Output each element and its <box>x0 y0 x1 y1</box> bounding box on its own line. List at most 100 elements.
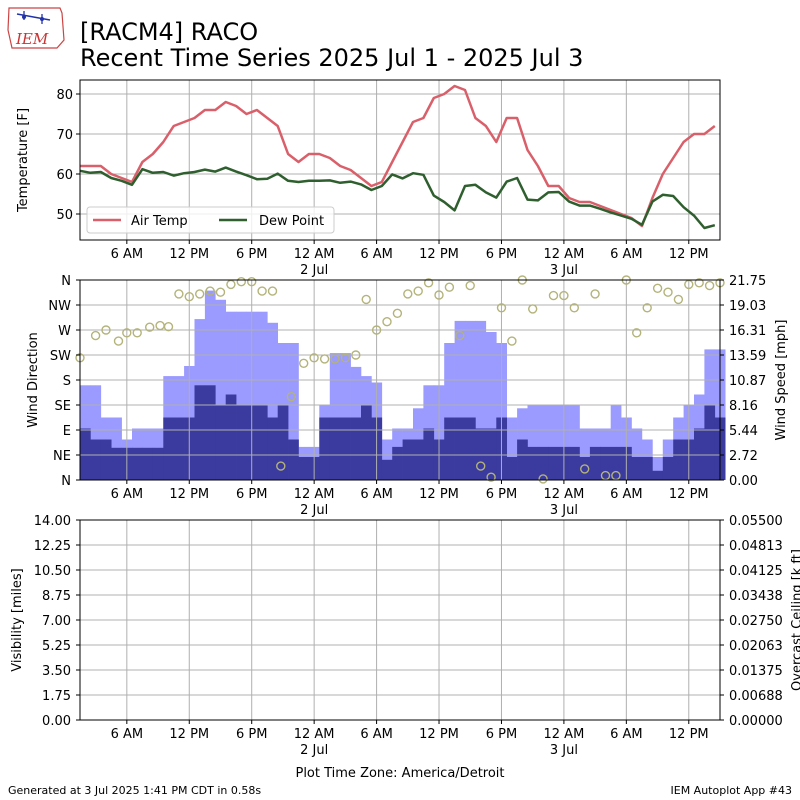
wind-direction-point <box>155 320 165 331</box>
x-tick-label: 12 PM <box>669 487 709 502</box>
x-tick-label: 6 PM <box>236 487 267 502</box>
visibility-tick-label: 8.75 <box>42 589 71 604</box>
speed-tick-label: 19.03 <box>729 299 766 314</box>
wind-direction-point <box>632 328 642 338</box>
chart-title-line1: [RACM4] RACO <box>80 18 258 46</box>
x-tick-label: 6 PM <box>236 247 267 262</box>
wind-direction-point <box>184 292 195 302</box>
ceiling-tick-label: 0.02750 <box>729 614 783 629</box>
x-tick-label: 12 PM <box>169 247 209 262</box>
wind-direction-point <box>101 325 111 335</box>
wind-direction-point <box>361 294 371 305</box>
wind-direction-point <box>434 290 444 300</box>
x-tick-label: 6 PM <box>486 487 517 502</box>
gust-bar <box>454 320 466 480</box>
chart-title-line2: Recent Time Series 2025 Jul 1 - 2025 Jul… <box>80 44 583 72</box>
speed-bar <box>475 428 487 480</box>
speed-tick-label: 16.31 <box>729 324 766 339</box>
gust-bar <box>506 417 518 480</box>
x-tick-label: 6 AM <box>360 247 393 262</box>
speed-bar <box>256 405 268 480</box>
y-tick-label: 50 <box>56 208 73 223</box>
gust-bar <box>527 405 539 480</box>
x-tick-label: 6 PM <box>486 727 517 742</box>
speed-tick-label: 10.87 <box>729 374 766 389</box>
direction-tick-label: S <box>63 374 71 389</box>
wind-direction-point <box>559 290 569 301</box>
speed-bar <box>413 439 424 480</box>
y-tick-label: 60 <box>56 168 73 183</box>
ceiling-tick-label: 0.04813 <box>729 539 783 554</box>
visibility-tick-label: 5.25 <box>42 639 71 654</box>
speed-bar <box>298 457 310 480</box>
x-date-label: 3 Jul <box>550 263 578 278</box>
gust-bar <box>475 320 487 480</box>
ceiling-tick-label: 0.05500 <box>729 514 783 529</box>
direction-tick-label: N <box>61 274 71 289</box>
wind-direction-point <box>215 287 226 297</box>
wind-direction-point <box>163 322 174 332</box>
x-tick-label: 6 AM <box>360 487 393 502</box>
x-tick-label: 6 AM <box>610 247 643 262</box>
ceiling-tick-label: 0.01375 <box>729 664 783 679</box>
x-tick-label: 12 PM <box>669 247 709 262</box>
speed-bar <box>694 428 705 480</box>
temperature-axis-label: Temperature [F] <box>16 108 31 213</box>
wind-direction-point <box>132 328 142 338</box>
speed-bar <box>132 447 143 480</box>
visibility-tick-label: 10.50 <box>34 564 71 579</box>
speed-bar <box>90 439 102 480</box>
wind-direction-point <box>507 336 517 346</box>
x-tick-label: 6 AM <box>610 727 643 742</box>
dew-point-line <box>79 166 716 230</box>
wind-direction-point <box>663 287 673 297</box>
x-tick-label: 6 PM <box>236 727 267 742</box>
visibility-axis-label: Visibility [miles] <box>10 568 25 671</box>
ceiling-tick-label: 0.00000 <box>729 714 783 729</box>
wind-direction-point <box>122 328 132 338</box>
x-tick-label: 6 PM <box>486 247 517 262</box>
gust-bar <box>579 428 591 480</box>
ceiling-tick-label: 0.04125 <box>729 564 783 579</box>
x-tick-label: 6 AM <box>111 247 144 262</box>
wind-direction-point <box>580 464 590 474</box>
wind-direction-point <box>538 474 548 484</box>
speed-bar <box>537 446 549 480</box>
x-tick-label: 6 AM <box>111 727 144 742</box>
x-tick-label: 6 AM <box>610 487 643 502</box>
wind-direction-point <box>286 392 296 402</box>
gust-bar <box>569 405 580 480</box>
speed-bar <box>111 447 122 480</box>
wind-direction-point <box>413 286 423 296</box>
wind-direction-point <box>548 290 559 301</box>
wind-direction-point <box>486 472 496 482</box>
speed-tick-label: 2.72 <box>729 449 758 464</box>
ceiling-tick-label: 0.03438 <box>729 589 783 604</box>
x-tick-label: 12 AM <box>294 247 335 262</box>
speed-bar <box>485 428 497 480</box>
speed-bar <box>579 457 591 480</box>
speed-bar <box>402 439 414 480</box>
wind-direction-point <box>673 294 684 305</box>
visibility-tick-label: 12.25 <box>34 539 71 554</box>
x-tick-label: 12 PM <box>169 487 209 502</box>
ceiling-tick-label: 0.00688 <box>729 689 783 704</box>
x-date-label: 3 Jul <box>550 503 578 518</box>
wind-direction-point <box>90 330 101 341</box>
x-tick-label: 12 PM <box>419 487 459 502</box>
speed-bar <box>361 405 372 480</box>
wind-direction-point <box>382 317 392 327</box>
visibility-tick-label: 0.00 <box>42 714 71 729</box>
speed-bar <box>319 417 331 480</box>
speed-bar <box>329 417 341 480</box>
temperature-legend: Air Temp Dew Point <box>86 206 335 234</box>
speed-bar <box>454 417 466 480</box>
x-tick-label: 12 AM <box>544 247 585 262</box>
wind-direction-point <box>340 353 351 363</box>
speed-bar <box>288 439 299 480</box>
speed-bar <box>589 446 601 480</box>
wind-direction-point <box>704 280 715 291</box>
speed-bar <box>277 405 289 480</box>
speed-bar <box>652 470 664 480</box>
